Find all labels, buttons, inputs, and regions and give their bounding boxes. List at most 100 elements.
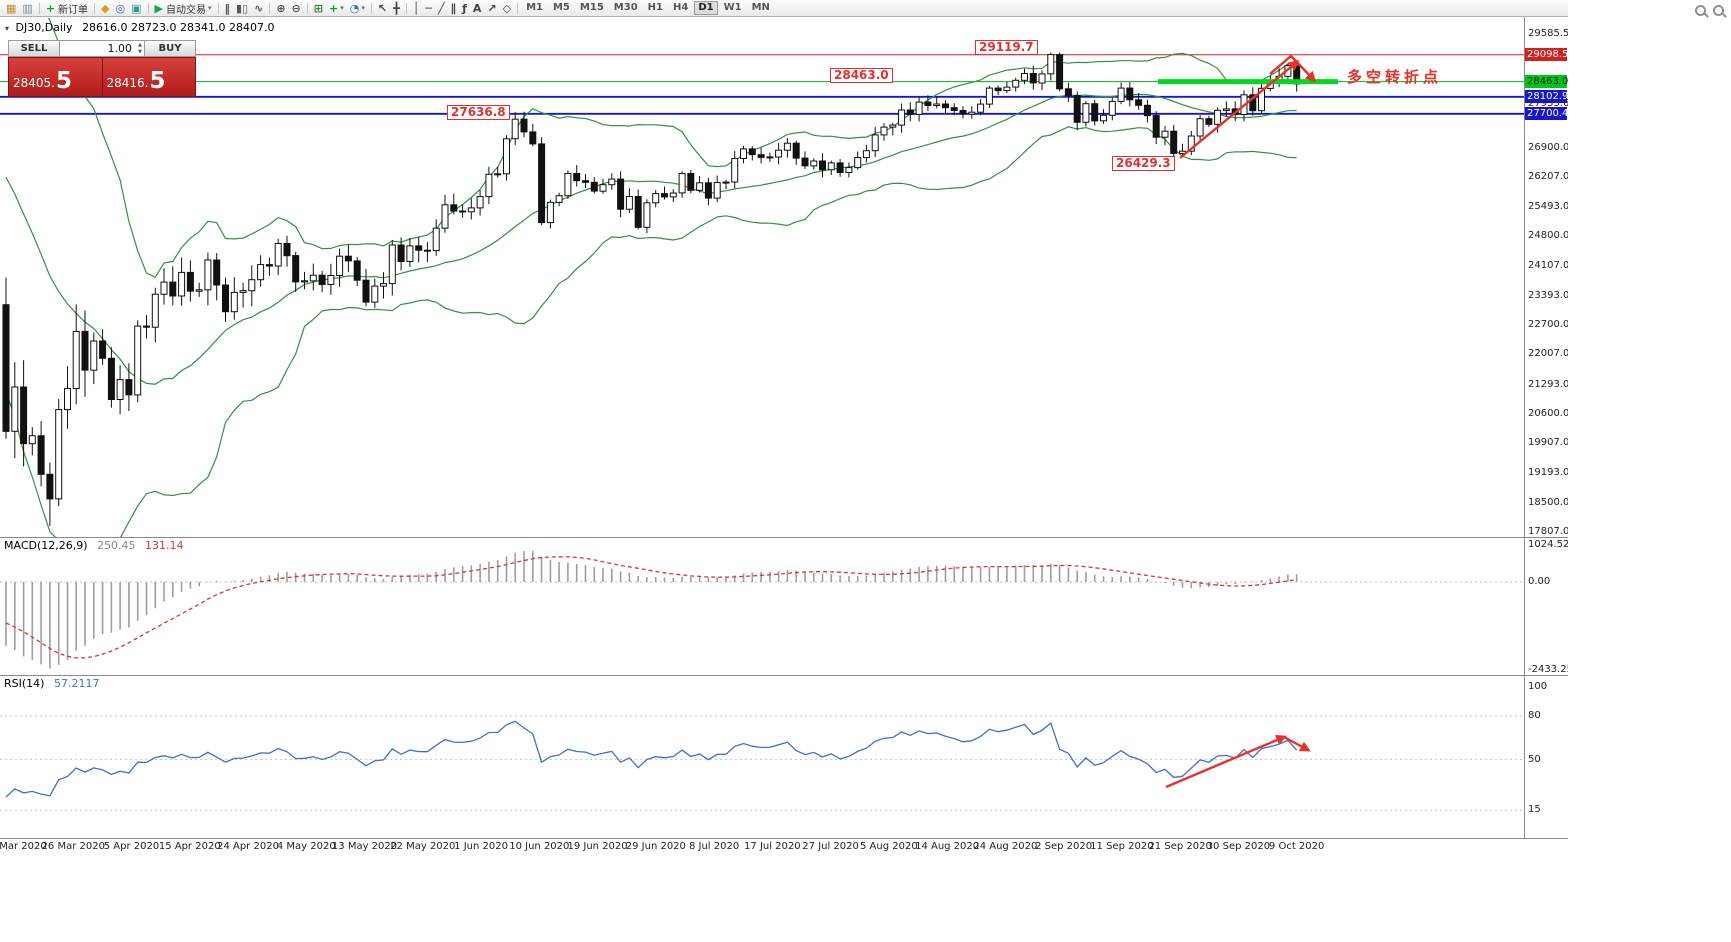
collapse-triangle-icon[interactable]: ▾ — [5, 24, 10, 33]
timeframe-h4[interactable]: H4 — [672, 2, 689, 13]
trendline-button[interactable]: ╱ — [435, 1, 448, 16]
timeframe-m30[interactable]: M30 — [613, 2, 638, 13]
price-scale-marker: 29098.5 — [1525, 48, 1568, 62]
line-chart-icon: ∿ — [254, 1, 264, 15]
date-axis-label: 10 Jun 2020 — [509, 841, 570, 852]
price-scale-label: 29585.5 — [1528, 28, 1568, 40]
metaeditor-button[interactable]: ◆ — [98, 1, 112, 16]
date-axis-label: 22 May 2020 — [390, 841, 456, 852]
price-flag-label[interactable]: 27636.8 — [447, 105, 510, 120]
buy-button[interactable]: BUY — [144, 40, 196, 57]
oct-price-row: 28405. 5 28416. 5 — [8, 57, 196, 97]
price-chart-surface[interactable] — [0, 0, 1568, 853]
toolbar-separator — [306, 2, 308, 14]
new-chart-icon: ▦ — [6, 1, 17, 15]
pane-separator[interactable] — [0, 675, 1568, 676]
volume-input[interactable]: 1.00 ▲ ▼ — [60, 40, 144, 57]
shapes-button[interactable]: ◇ — [500, 1, 514, 16]
periods-button[interactable]: ◔ ▾ — [347, 1, 368, 16]
toolbar-separator — [370, 2, 372, 14]
candles-layer — [2, 52, 1301, 526]
price-scale-label: 24107.0 — [1528, 259, 1568, 271]
price-flag-label[interactable]: 28463.0 — [830, 68, 893, 83]
chart-title: ▾ DJ30,Daily 28616.0 28723.0 28341.0 284… — [5, 21, 275, 34]
history-center-button[interactable]: ◎ — [113, 1, 129, 16]
timeframe-mn[interactable]: MN — [751, 2, 770, 13]
tile-windows-icon: ⊞ — [313, 1, 323, 15]
fibonacci-button[interactable]: ƒ — [459, 1, 470, 16]
timeframe-w1[interactable]: W1 — [723, 2, 742, 13]
trend-arrow[interactable] — [1283, 735, 1311, 752]
bollinger-upper-band — [47, 18, 1297, 278]
date-axis-label: 17 Mar 2020 — [0, 841, 47, 852]
magnifier-plus-icon[interactable] — [1694, 4, 1710, 19]
channel-button[interactable]: ∥ — [448, 1, 460, 16]
main-pane[interactable] — [0, 0, 1524, 548]
annotation-arrows[interactable] — [1165, 54, 1317, 789]
crosshair-icon: ╋ — [393, 1, 400, 15]
rsi-indicator-label: RSI(14) 57.2117 — [4, 677, 99, 690]
trend-arrow[interactable] — [1179, 59, 1300, 159]
zoom-in-button[interactable]: ⊕ — [273, 1, 288, 16]
macd-scale-label: 1024.52 — [1528, 539, 1568, 550]
ohlc-values: 28616.0 28723.0 28341.0 28407.0 — [82, 21, 275, 34]
autotrade-button[interactable]: ▶ 自动交易 ▾ — [152, 1, 215, 16]
price-scale-label: 23393.0 — [1528, 289, 1568, 301]
toolbar-separator — [269, 2, 271, 14]
timeframe-h1[interactable]: H1 — [647, 2, 663, 13]
vertical-line-button[interactable]: │ — [410, 1, 423, 16]
date-axis-label: 8 Jul 2020 — [688, 841, 740, 852]
arrows-button[interactable]: ↗ — [484, 1, 499, 16]
cursor-icon: ↖ — [377, 1, 388, 15]
volume-spinner[interactable]: ▲ ▼ — [138, 42, 142, 56]
rsi-value: 57.2117 — [53, 677, 100, 690]
price-flag-label[interactable]: 26429.3 — [1112, 156, 1175, 171]
market-watch-icon: ▣ — [131, 1, 142, 15]
symbol-period-label: DJ30,Daily — [15, 21, 73, 34]
macd-pane — [0, 550, 1524, 669]
indicators-button[interactable]: + ▾ — [326, 1, 347, 16]
turning-point-note[interactable]: 多空转折点 — [1347, 68, 1443, 86]
timeframe-m1[interactable]: M1 — [526, 2, 543, 13]
date-axis-label: 1 Jun 2020 — [454, 841, 508, 852]
new-order-icon: + — [45, 1, 56, 15]
sell-button[interactable]: SELL — [8, 40, 60, 57]
timeframe-d1[interactable]: D1 — [694, 1, 718, 15]
price-scale-label: 17807.0 — [1528, 526, 1568, 538]
macd-scale-label: 0.00 — [1528, 576, 1551, 587]
magnifier-minus-icon[interactable] — [1712, 4, 1728, 19]
indicators-icon: + — [328, 1, 339, 15]
macd-histogram — [5, 550, 1298, 669]
text-button[interactable]: A — [470, 1, 485, 16]
sell-price-panel[interactable]: 28405. 5 — [9, 58, 102, 96]
pane-separator[interactable] — [0, 537, 1568, 538]
cursor-button[interactable]: ↖ — [375, 1, 390, 16]
market-watch-button[interactable]: ▣ — [128, 1, 144, 16]
spin-down-icon[interactable]: ▼ — [138, 49, 142, 55]
crosshair-button[interactable]: ╋ — [390, 1, 403, 16]
rsi-name: RSI(14) — [4, 677, 45, 690]
line-chart-button[interactable]: ∿ — [251, 1, 266, 16]
timeframe-m5[interactable]: M5 — [552, 2, 570, 13]
timeframe-m15[interactable]: M15 — [579, 2, 604, 13]
trend-arrow[interactable] — [1165, 734, 1287, 789]
profiles-button[interactable]: ▥ — [19, 1, 35, 16]
tile-windows-button[interactable]: ⊞ — [311, 1, 326, 16]
date-axis-label: 11 Sep 2020 — [1090, 841, 1154, 852]
candlestick-chart-icon: ▮▯ — [236, 1, 249, 15]
date-axis-label: 21 Sep 2020 — [1148, 841, 1212, 852]
trend-arrow[interactable] — [1269, 54, 1317, 83]
candlestick-chart-button[interactable]: ▮▯ — [233, 1, 251, 16]
date-axis-label: 5 Apr 2020 — [103, 841, 160, 852]
spin-up-icon[interactable]: ▲ — [138, 42, 142, 48]
autotrade-button-label: 自动交易 — [165, 4, 206, 16]
price-scale-label: 22007.0 — [1528, 348, 1568, 360]
bar-chart-button[interactable]: ‖ — [222, 1, 234, 16]
new-order-button[interactable]: + 新订单 — [43, 1, 91, 16]
macd-signal-value: 131.14 — [145, 539, 184, 552]
zoom-out-button[interactable]: ⊖ — [289, 1, 304, 16]
new-chart-button[interactable]: ▦ — [3, 1, 19, 16]
price-flag-label[interactable]: 29119.7 — [975, 40, 1038, 55]
horizontal-line-button[interactable]: ─ — [422, 1, 435, 16]
buy-price-panel[interactable]: 28416. 5 — [101, 58, 195, 96]
